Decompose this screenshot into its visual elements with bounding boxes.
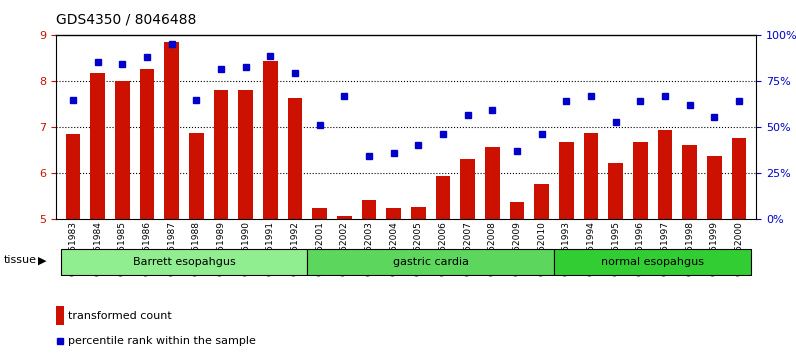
Bar [238,90,253,219]
Bar [411,207,426,219]
Bar [559,142,574,219]
Bar [633,142,648,219]
Bar [90,73,105,219]
Bar [386,208,401,219]
FancyBboxPatch shape [307,249,554,275]
Bar [732,138,747,219]
Text: ▶: ▶ [38,255,47,265]
Bar [164,42,179,219]
Bar [189,133,204,219]
Bar [608,163,623,219]
Bar [115,81,130,219]
Bar [435,176,451,219]
FancyBboxPatch shape [60,249,307,275]
Bar [485,147,500,219]
Bar [139,69,154,219]
FancyBboxPatch shape [554,249,751,275]
Bar [56,306,64,325]
Text: normal esopahgus: normal esopahgus [601,257,704,267]
Bar [263,61,278,219]
Text: tissue: tissue [4,255,37,265]
Text: gastric cardia: gastric cardia [392,257,469,267]
Bar [65,135,80,219]
Text: Barrett esopahgus: Barrett esopahgus [133,257,236,267]
Bar [287,97,302,219]
Bar [509,202,525,219]
Bar [657,130,673,219]
Bar [337,216,352,219]
Bar [312,208,327,219]
Bar [361,200,377,219]
Bar [583,133,599,219]
Bar [213,90,228,219]
Bar [534,184,549,219]
Text: percentile rank within the sample: percentile rank within the sample [68,336,256,346]
Bar [460,159,475,219]
Text: transformed count: transformed count [68,311,171,321]
Bar [682,145,697,219]
Bar [707,156,722,219]
Text: GDS4350 / 8046488: GDS4350 / 8046488 [56,12,196,27]
